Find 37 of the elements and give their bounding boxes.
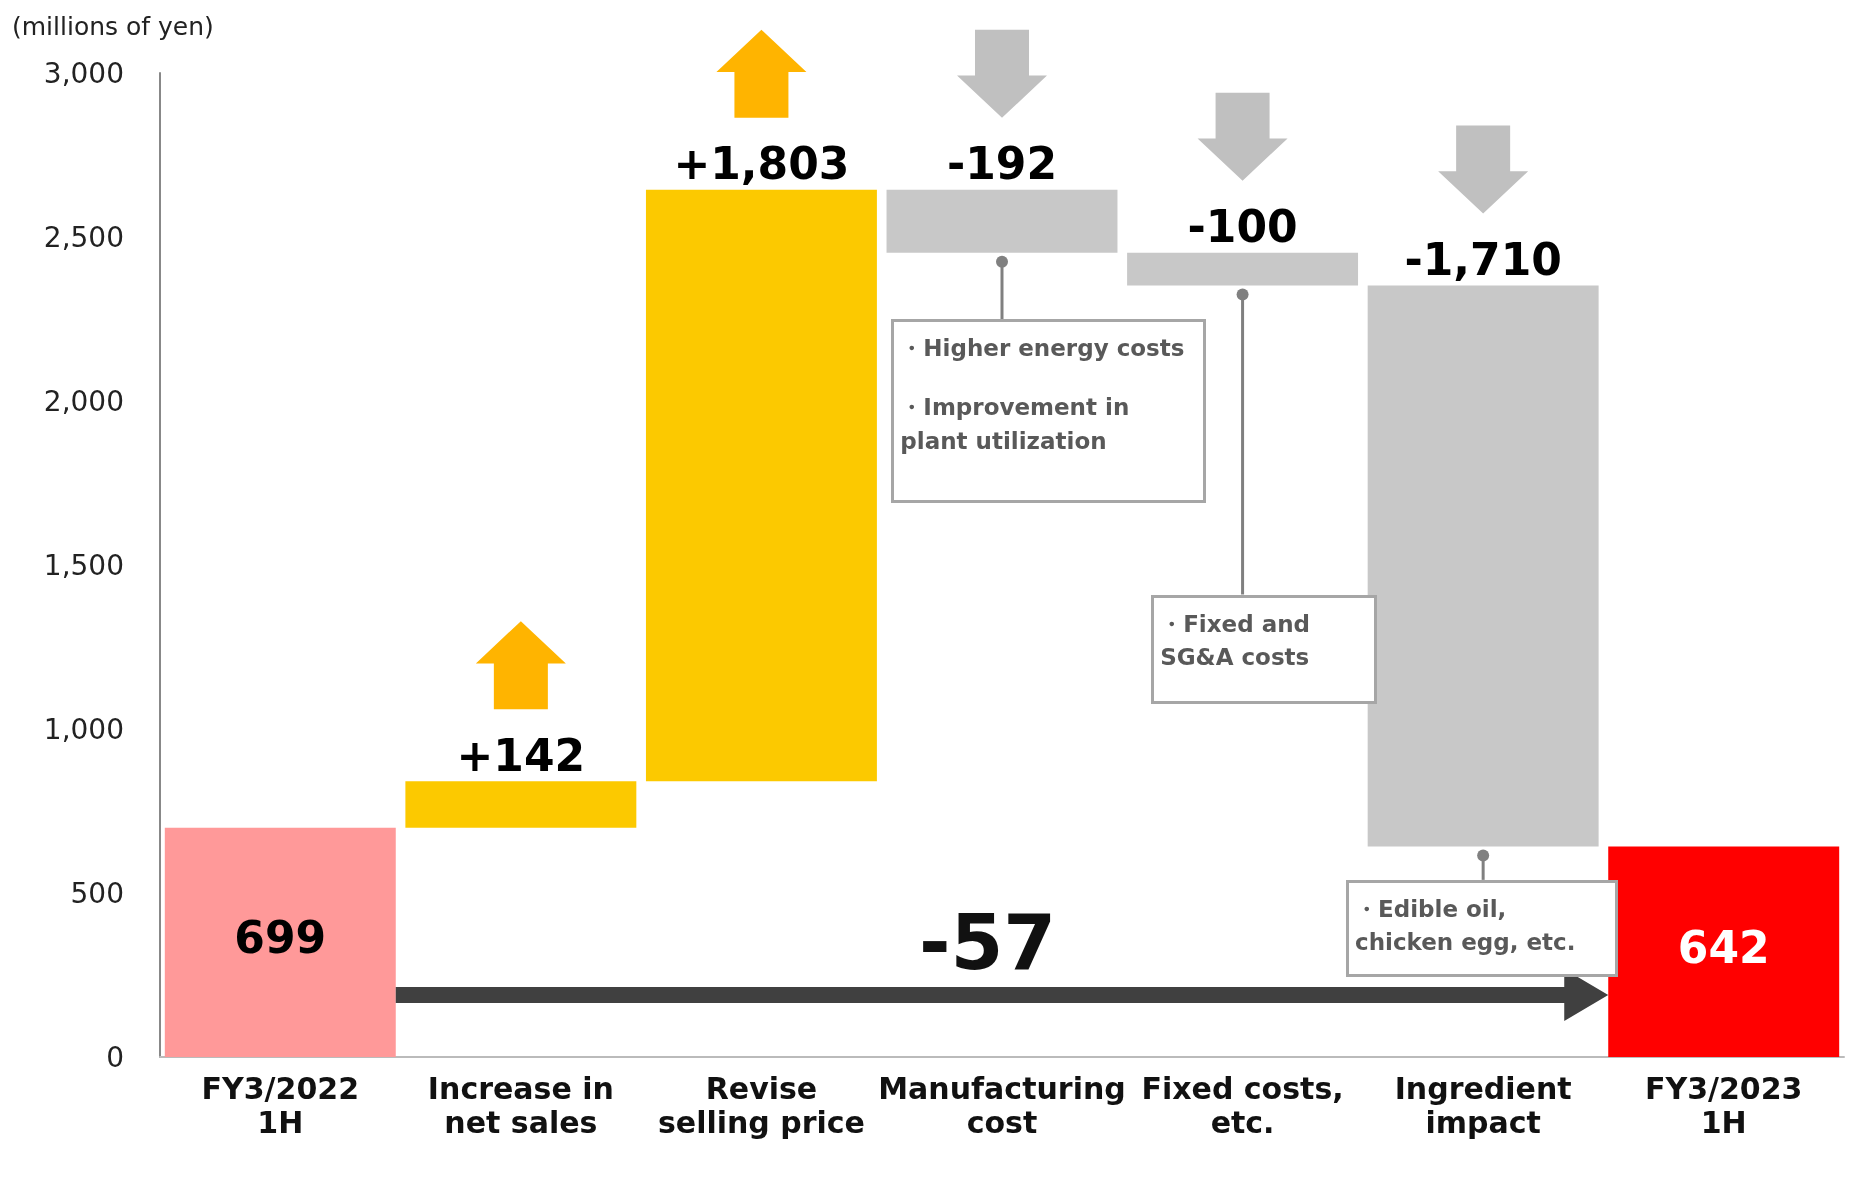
bar (164, 827, 396, 1057)
bar (1127, 252, 1359, 286)
data-label: 642 (1677, 922, 1770, 973)
x-tick-label: Ingredient impact (1394, 1070, 1572, 1140)
data-label: 699 (234, 912, 327, 964)
bar (405, 781, 637, 828)
bar (645, 189, 877, 782)
y-tick-label: 1,500 (43, 548, 124, 582)
y-axis-title: (millions of yen) (12, 12, 214, 41)
y-tick-label: 500 (70, 876, 124, 910)
annotation: ・Edible oil, chicken egg, etc. (1355, 894, 1577, 958)
bar (1608, 846, 1840, 1057)
y-tick-label: 0 (106, 1040, 124, 1074)
x-tick-label: Fixed costs, etc. (1141, 1070, 1344, 1140)
y-tick-label: 1,000 (43, 712, 124, 746)
data-label: +142 (456, 729, 586, 781)
annotation: -57 (918, 897, 1057, 987)
annotation: ・Improvement in plant utilization (900, 393, 1131, 456)
data-label: +1,803 (673, 138, 850, 190)
annotation: ・Higher energy costs (900, 334, 1186, 363)
bar (1367, 285, 1599, 847)
callout-box: ・Edible oil, chicken egg, etc. (1346, 879, 1618, 977)
data-label: -192 (946, 138, 1058, 190)
data-label: -1,710 (1404, 234, 1562, 286)
x-tick-label: Increase in net sales (427, 1070, 614, 1140)
data-label: -100 (1187, 201, 1298, 253)
y-tick-label: 2,500 (43, 220, 124, 254)
x-tick-label: Manufacturing cost (878, 1070, 1126, 1140)
x-tick-label: Revise selling price (657, 1070, 865, 1140)
bar (886, 189, 1118, 253)
x-tick-label: FY3/2023 1H (1644, 1070, 1803, 1140)
annotation: ・Fixed and SG&A costs (1160, 609, 1311, 672)
y-tick-label: 2,000 (43, 384, 124, 418)
y-tick-label: 3,000 (43, 56, 124, 90)
x-tick-label: FY3/2022 1H (201, 1070, 360, 1140)
callout-box: ・Higher energy costs ・Improvement in plant utilization (891, 319, 1207, 503)
callout-box: ・Fixed and SG&A costs (1151, 594, 1378, 705)
